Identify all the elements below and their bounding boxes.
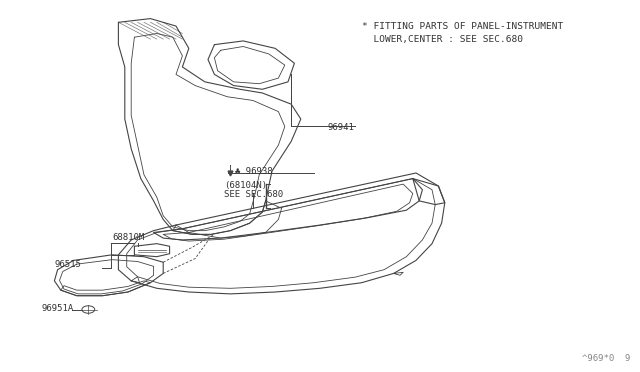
Text: ^969*0  9: ^969*0 9 bbox=[582, 354, 630, 363]
Text: 96515: 96515 bbox=[54, 260, 81, 269]
Text: 96941: 96941 bbox=[328, 123, 355, 132]
Text: 68810M: 68810M bbox=[113, 233, 145, 242]
Text: 96951A: 96951A bbox=[42, 304, 74, 312]
Text: ♣ 96938: ♣ 96938 bbox=[235, 167, 273, 176]
Text: SEE SEC.680: SEE SEC.680 bbox=[224, 190, 283, 199]
Text: * FITTING PARTS OF PANEL-INSTRUMENT
  LOWER,CENTER : SEE SEC.680: * FITTING PARTS OF PANEL-INSTRUMENT LOWE… bbox=[362, 22, 563, 44]
Text: (68104N): (68104N) bbox=[224, 182, 267, 190]
